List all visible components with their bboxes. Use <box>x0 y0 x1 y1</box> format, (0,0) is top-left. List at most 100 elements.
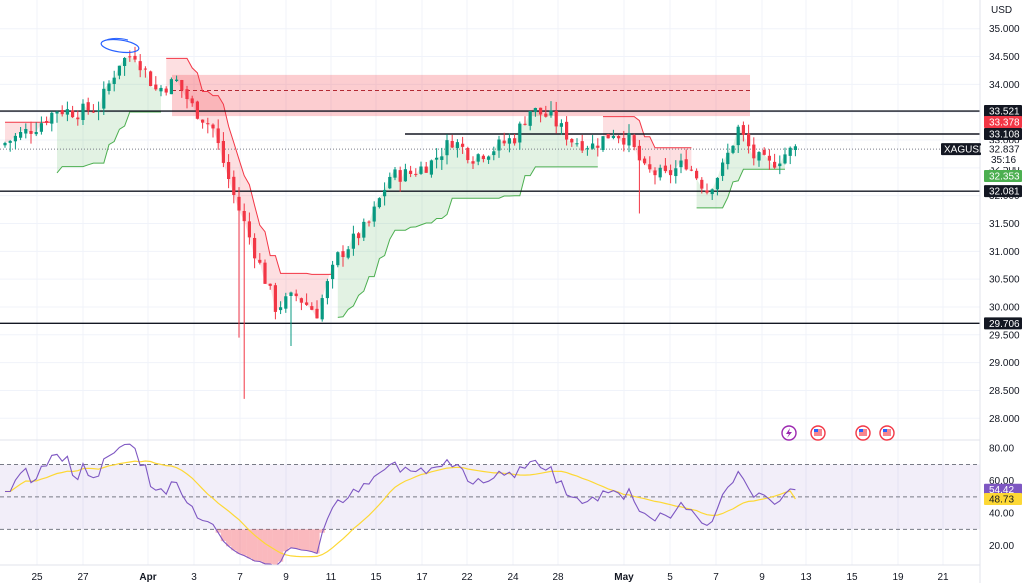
candle-body <box>565 121 569 140</box>
time-tick-label: 9 <box>283 572 289 583</box>
price-badge-box <box>984 143 1022 168</box>
candle-body <box>273 285 277 312</box>
candle-body <box>653 170 657 176</box>
candle-body <box>388 176 392 189</box>
candle-body <box>601 136 605 150</box>
candle-body <box>487 156 491 160</box>
candle-body <box>289 292 293 296</box>
candle-body <box>211 124 215 129</box>
candle-body <box>242 210 246 222</box>
lightning-icon <box>786 428 792 438</box>
price-tick-label: 29.000 <box>989 358 1020 369</box>
candle-body <box>440 156 444 160</box>
candle-body <box>409 170 413 174</box>
candle-body <box>622 138 626 145</box>
candle-body <box>778 163 782 167</box>
candle-body <box>232 176 236 195</box>
time-tick-label: 19 <box>892 572 904 583</box>
candle-body <box>741 125 745 135</box>
price-tick-label: 30.500 <box>989 275 1020 286</box>
rsi-tick-label: 80.00 <box>989 444 1014 455</box>
candle-body <box>455 142 459 149</box>
symbol-tag: XAGUSD <box>944 145 986 156</box>
candle-body <box>591 143 595 149</box>
candle-body <box>310 306 314 310</box>
candle-body <box>315 308 319 319</box>
candle-body <box>201 119 205 123</box>
level-badge-box <box>984 105 1022 118</box>
candle-body <box>331 264 335 280</box>
candle-body <box>721 162 725 176</box>
resistance-zone <box>172 74 750 117</box>
price-tick-label: 28.500 <box>989 386 1020 397</box>
supertrend-down-badge-box <box>984 116 1022 129</box>
candle-body <box>279 307 283 311</box>
time-tick-label: 7 <box>237 572 243 583</box>
candle-body <box>710 189 714 195</box>
candle-body <box>190 98 194 104</box>
candle-body <box>783 154 787 164</box>
level-badge: 29.706 <box>989 319 1020 330</box>
price-badges: 33.52133.37833.10832.80032.83735:1632.35… <box>941 105 1022 505</box>
candle-body <box>393 169 397 178</box>
candle-body <box>747 133 751 147</box>
candle-body <box>247 221 251 238</box>
candle-body <box>102 88 106 109</box>
supertrend-up-fill <box>337 108 598 318</box>
candle-body <box>351 233 355 249</box>
candle-body <box>29 130 33 134</box>
candle-body <box>606 133 610 139</box>
rsi-ma-value-badge: 48.73 <box>989 494 1014 505</box>
supertrend-down-line <box>166 57 333 275</box>
rsi-pane <box>0 443 980 565</box>
time-tick-label: Apr <box>139 572 156 583</box>
candle-body <box>383 189 387 197</box>
candle-body <box>377 198 381 208</box>
candle-body <box>559 123 563 127</box>
candle-body <box>123 57 127 66</box>
price-tick-label: 31.500 <box>989 219 1020 230</box>
candle-body <box>8 140 12 143</box>
candle-body <box>268 283 272 286</box>
candle-body <box>138 61 142 71</box>
supertrend-up-fill <box>57 57 161 173</box>
candle-body <box>216 128 220 144</box>
candle-body <box>544 113 548 117</box>
price-tick-label: 33.000 <box>989 136 1020 147</box>
candle-body <box>762 149 766 155</box>
candle-body <box>13 135 17 142</box>
candle-body <box>429 160 433 175</box>
rsi-value-badge: 54.42 <box>989 485 1014 496</box>
candle-body <box>403 169 407 182</box>
candle-body <box>284 296 288 309</box>
us-flag-event-icon-canton <box>883 429 887 432</box>
candle-body <box>466 148 470 161</box>
candle-body <box>539 107 543 115</box>
price-tick-label: 31.000 <box>989 247 1020 258</box>
candle-body <box>648 164 652 170</box>
level-badge-box <box>984 127 1022 140</box>
candle-body <box>169 79 173 95</box>
candle-body <box>299 298 303 303</box>
candle-body <box>86 102 90 111</box>
resistance-zone-box <box>172 74 750 117</box>
candle-body <box>180 80 184 91</box>
candle-body <box>481 155 485 160</box>
candle-body <box>76 117 80 120</box>
time-tick-label: 15 <box>846 572 858 583</box>
drawn-scribble-annotation <box>101 37 129 43</box>
candle-body <box>695 170 699 179</box>
candle-body <box>81 103 85 121</box>
candle-body <box>398 170 402 182</box>
time-tick-label: 9 <box>759 572 765 583</box>
candle-body <box>185 89 189 100</box>
level-badge: 33.108 <box>989 129 1020 140</box>
candle-body <box>533 107 537 112</box>
candle-body <box>684 159 688 170</box>
candle-body <box>757 152 761 161</box>
supertrend-up-line <box>337 166 598 318</box>
candle-body <box>643 158 647 164</box>
candle-body <box>726 152 730 165</box>
candle-body <box>164 88 168 93</box>
